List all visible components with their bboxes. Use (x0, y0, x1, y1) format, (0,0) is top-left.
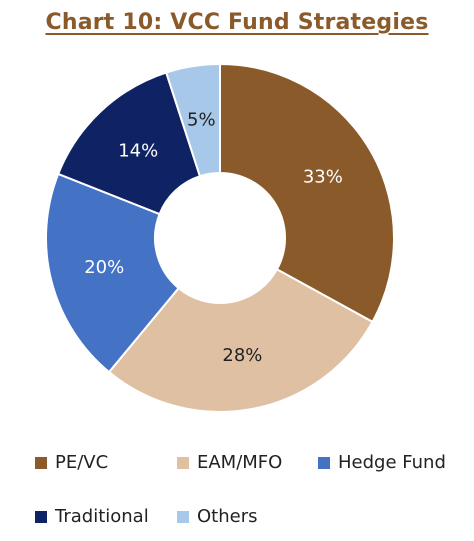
slice-eam-mfo (107, 267, 374, 413)
data-label-hedge-fund: 20% (84, 257, 124, 278)
data-label-others: 5% (187, 109, 216, 130)
slice-pe-vc (219, 62, 395, 324)
slice-traditional (56, 71, 202, 216)
slice-hedge-fund (45, 172, 180, 374)
slice-others (164, 62, 221, 178)
chart-title: Chart 10: VCC Fund Strategies (0, 10, 474, 35)
data-label-eam-mfo: 28% (222, 345, 262, 366)
data-label-traditional: 14% (118, 140, 158, 161)
chart-title-text: Chart 10: VCC Fund Strategies (45, 10, 429, 35)
data-label-pe-vc: 33% (303, 167, 343, 188)
